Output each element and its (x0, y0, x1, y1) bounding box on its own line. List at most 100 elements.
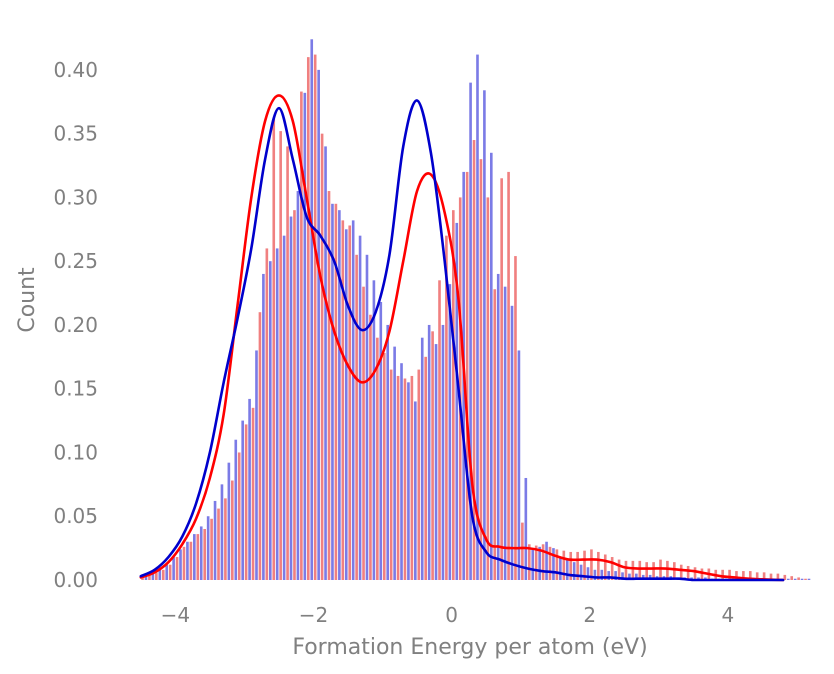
histogram-bar (289, 216, 293, 581)
histogram-bar (189, 541, 193, 580)
histogram-bar (783, 574, 787, 580)
y-tick-label: 0.20 (53, 313, 98, 337)
histogram-bar (531, 548, 535, 580)
histogram-bar (196, 534, 200, 580)
histogram-bar (455, 222, 459, 581)
histogram-bar (624, 560, 628, 580)
y-tick-label: 0.05 (53, 504, 98, 528)
histogram-bar (552, 548, 555, 580)
histogram-bar (445, 235, 448, 581)
histogram-bar (534, 545, 538, 580)
histogram-bar (414, 401, 417, 580)
histogram-bar (576, 551, 579, 580)
kde-line (139, 94, 785, 582)
histogram-bar (434, 344, 438, 580)
histogram-bar (179, 549, 182, 580)
histogram-bar (420, 337, 424, 580)
histogram-bar (503, 286, 507, 580)
histogram-bar (807, 578, 811, 580)
histogram-bar (476, 54, 479, 580)
histogram-bar (438, 280, 441, 580)
histogram-bar (227, 462, 231, 580)
histogram-bar (186, 541, 189, 580)
histogram-bar (151, 573, 155, 580)
histogram-bar (386, 324, 390, 580)
histogram-bar (389, 369, 393, 580)
histogram-bar (559, 557, 562, 580)
x-tick-label: 4 (721, 603, 734, 627)
y-axis-ticks: 0.00 0.05 0.10 0.15 0.20 0.25 0.30 0.35 0.40 (53, 58, 98, 592)
histogram-bar (282, 235, 286, 581)
histogram-bar (313, 54, 317, 580)
histogram-bar (358, 235, 362, 581)
histogram-bar (403, 378, 407, 580)
histogram-bar (296, 191, 300, 581)
histogram-bar (303, 92, 307, 580)
histogram-bar (679, 564, 683, 580)
histogram-bar (341, 220, 345, 580)
y-tick-label: 0.15 (53, 377, 98, 401)
histogram-bar (327, 191, 331, 581)
histogram-bar (400, 363, 403, 580)
histogram-bar (645, 562, 648, 580)
histogram-bar (407, 382, 410, 580)
histogram-bar (572, 562, 576, 580)
histogram-bar (213, 500, 217, 580)
histogram-bar (579, 564, 583, 580)
histogram-bar (614, 571, 617, 580)
histogram-bar (351, 220, 355, 580)
histogram-bar (555, 549, 559, 580)
histogram-bar (182, 546, 186, 580)
histogram-bar (199, 526, 203, 580)
histogram-bar (231, 480, 234, 580)
histogram-bar (659, 559, 662, 580)
histogram-bar (251, 407, 255, 580)
histogram-bar (521, 522, 524, 580)
histogram-bar (310, 39, 314, 580)
histogram-bar (496, 273, 500, 580)
histogram-bar (721, 569, 724, 580)
histogram-bar (469, 82, 472, 580)
histogram-bar (379, 301, 383, 580)
histogram-bar (265, 248, 269, 581)
histogram-bar (493, 289, 497, 580)
histogram-bar (545, 541, 548, 580)
histogram-bars (141, 39, 811, 581)
y-tick-label: 0.40 (53, 58, 98, 82)
histogram-bar (165, 564, 169, 580)
y-axis-label: Count (15, 267, 40, 333)
histogram-bar (666, 560, 669, 580)
histogram-bar (279, 131, 282, 580)
histogram-bar (769, 573, 773, 580)
histogram-bar (255, 350, 258, 580)
histogram-bar (483, 90, 486, 580)
histogram-bar (382, 353, 386, 580)
histogram-bar (590, 549, 593, 580)
histogram-bar (479, 159, 483, 580)
histogram-bar (458, 197, 462, 580)
histogram-bar (355, 254, 358, 581)
histogram-bar (344, 229, 348, 581)
histogram-bar (565, 559, 569, 580)
histogram-bar (424, 356, 427, 580)
histogram-bar (275, 248, 279, 581)
histogram-bar (306, 57, 310, 580)
y-tick-label: 0.00 (53, 568, 98, 592)
histogram-bar (628, 573, 631, 580)
x-axis-label: Formation Energy per atom (eV) (292, 635, 647, 660)
histogram-bar (206, 516, 210, 580)
histogram-bar (600, 569, 604, 580)
kde-curves (139, 94, 785, 582)
histogram-bar (728, 569, 731, 580)
histogram-bar (348, 225, 352, 580)
histogram-bar (241, 420, 244, 580)
histogram-bar (500, 178, 503, 580)
histogram-bar (621, 572, 624, 580)
histogram-bar (155, 572, 158, 580)
histogram-bar (610, 557, 614, 580)
histogram-bar (272, 118, 276, 580)
histogram-bar (486, 197, 490, 580)
histogram-bar (776, 573, 780, 580)
histogram-bar (793, 578, 797, 580)
histogram-bar (673, 562, 676, 580)
